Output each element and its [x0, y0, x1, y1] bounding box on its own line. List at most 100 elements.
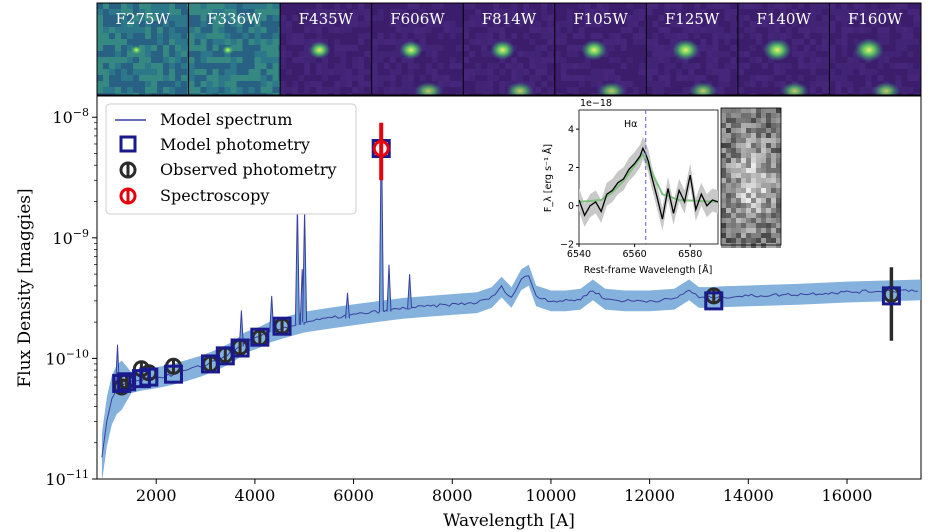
- cutout-noise-pixel: [499, 57, 506, 63]
- cutout-noise-pixel: [859, 33, 866, 39]
- image-pixel: [736, 168, 741, 173]
- image-pixel: [766, 158, 771, 163]
- cutout-noise-pixel: [248, 87, 255, 93]
- cutout-noise-pixel: [151, 27, 157, 33]
- cutout-noise-pixel: [724, 57, 731, 63]
- cutout-noise-pixel: [626, 3, 633, 9]
- cutout-noise-pixel: [724, 9, 731, 15]
- image-pixel: [736, 218, 741, 223]
- image-pixel: [741, 198, 746, 203]
- image-pixel: [756, 183, 761, 188]
- cutout-noise-pixel: [572, 39, 579, 45]
- cutout-noise-pixel: [97, 45, 103, 51]
- cutout-noise-pixel: [901, 39, 908, 45]
- cutout-noise-pixel: [554, 15, 561, 21]
- image-pixel: [741, 118, 746, 123]
- image-pixel: [721, 208, 726, 213]
- cutout-noise-pixel: [560, 63, 567, 69]
- cutout-noise-pixel: [596, 63, 603, 69]
- cutout-noise-pixel: [646, 51, 653, 57]
- cutout-noise-pixel: [175, 15, 181, 21]
- cutout-noise-pixel: [749, 3, 756, 9]
- cutout-noise-pixel: [809, 75, 816, 81]
- image-pixel: [776, 188, 781, 193]
- cutout-noise-pixel: [895, 81, 902, 87]
- cutout-noise-pixel: [169, 51, 175, 57]
- cutout-noise-pixel: [706, 9, 713, 15]
- cutout-noise-pixel: [242, 75, 249, 81]
- cutout-noise-pixel: [724, 51, 731, 57]
- cutout-noise-pixel: [712, 9, 719, 15]
- image-pixel: [731, 113, 736, 118]
- cutout-noise-pixel: [652, 15, 659, 21]
- cutout-noise-pixel: [242, 39, 249, 45]
- cutout-noise-pixel: [455, 3, 462, 9]
- cutout-noise-pixel: [127, 21, 133, 27]
- cutout-noise-pixel: [260, 75, 267, 81]
- cutout-noise-pixel: [779, 21, 786, 27]
- cutout-noise-pixel: [803, 57, 810, 63]
- image-pixel: [746, 153, 751, 158]
- cutout-noise-pixel: [254, 15, 261, 21]
- cutout-noise-pixel: [115, 51, 121, 57]
- cutout-noise-pixel: [419, 9, 426, 15]
- cutout-noise-pixel: [724, 69, 731, 75]
- cutout-noise-pixel: [827, 81, 830, 87]
- cutout-noise-pixel: [200, 87, 207, 93]
- cutout-noise-pixel: [248, 9, 255, 15]
- cutout-noise-pixel: [334, 63, 341, 69]
- cutout-noise-pixel: [370, 57, 372, 63]
- cutout-noise-pixel: [437, 33, 444, 39]
- cutout-noise-pixel: [718, 9, 725, 15]
- cutout-noise-pixel: [670, 15, 677, 21]
- cutout-noise-pixel: [157, 3, 163, 9]
- cutout-noise-pixel: [175, 45, 181, 51]
- cutout-noise-pixel: [316, 9, 323, 15]
- cutout-noise-pixel: [821, 39, 828, 45]
- image-pixel: [761, 223, 766, 228]
- cutout-noise-pixel: [371, 87, 378, 93]
- cutout-noise-pixel: [443, 57, 450, 63]
- cutout-noise-pixel: [139, 51, 145, 57]
- cutout-noise-pixel: [658, 51, 665, 57]
- image-pixel: [761, 208, 766, 213]
- cutout-noise-pixel: [103, 75, 109, 81]
- cutout-noise-pixel: [572, 27, 579, 33]
- cutout-noise-pixel: [133, 9, 139, 15]
- cutout-noise-pixel: [109, 3, 115, 9]
- cutout-noise-pixel: [236, 63, 243, 69]
- cutout-noise-pixel: [121, 57, 127, 63]
- cutout-noise-pixel: [578, 87, 585, 93]
- cutout-noise-pixel: [706, 75, 713, 81]
- cutout-noise-pixel: [499, 9, 506, 15]
- cutout-noise-pixel: [676, 33, 683, 39]
- cutout-noise-pixel: [737, 9, 744, 15]
- cutout-noise-pixel: [821, 69, 828, 75]
- cutout-noise-pixel: [541, 39, 548, 45]
- cutout-noise-pixel: [115, 87, 121, 93]
- image-pixel: [756, 173, 761, 178]
- cutout-band-label: F275W: [116, 10, 171, 28]
- cutout-noise-pixel: [755, 57, 762, 63]
- cutout-noise-pixel: [346, 21, 353, 27]
- cutout-noise-pixel: [425, 51, 432, 57]
- cutout-noise-pixel: [646, 33, 653, 39]
- cutout-noise-pixel: [103, 63, 109, 69]
- cutout-noise-pixel: [272, 81, 279, 87]
- cutout-noise-pixel: [572, 69, 579, 75]
- cutout-noise-pixel: [133, 63, 139, 69]
- image-pixel: [726, 168, 731, 173]
- cutout-noise-pixel: [901, 45, 908, 51]
- image-pixel: [721, 243, 726, 248]
- cutout-noise-pixel: [785, 57, 792, 63]
- cutout-noise-pixel: [127, 87, 133, 93]
- image-pixel: [756, 193, 761, 198]
- cutout-noise-pixel: [212, 3, 219, 9]
- cutout-noise-pixel: [133, 21, 139, 27]
- cutout-noise-pixel: [907, 57, 914, 63]
- cutout-noise-pixel: [736, 21, 738, 27]
- cutout-noise-pixel: [260, 51, 267, 57]
- image-pixel: [736, 118, 741, 123]
- image-pixel: [741, 208, 746, 213]
